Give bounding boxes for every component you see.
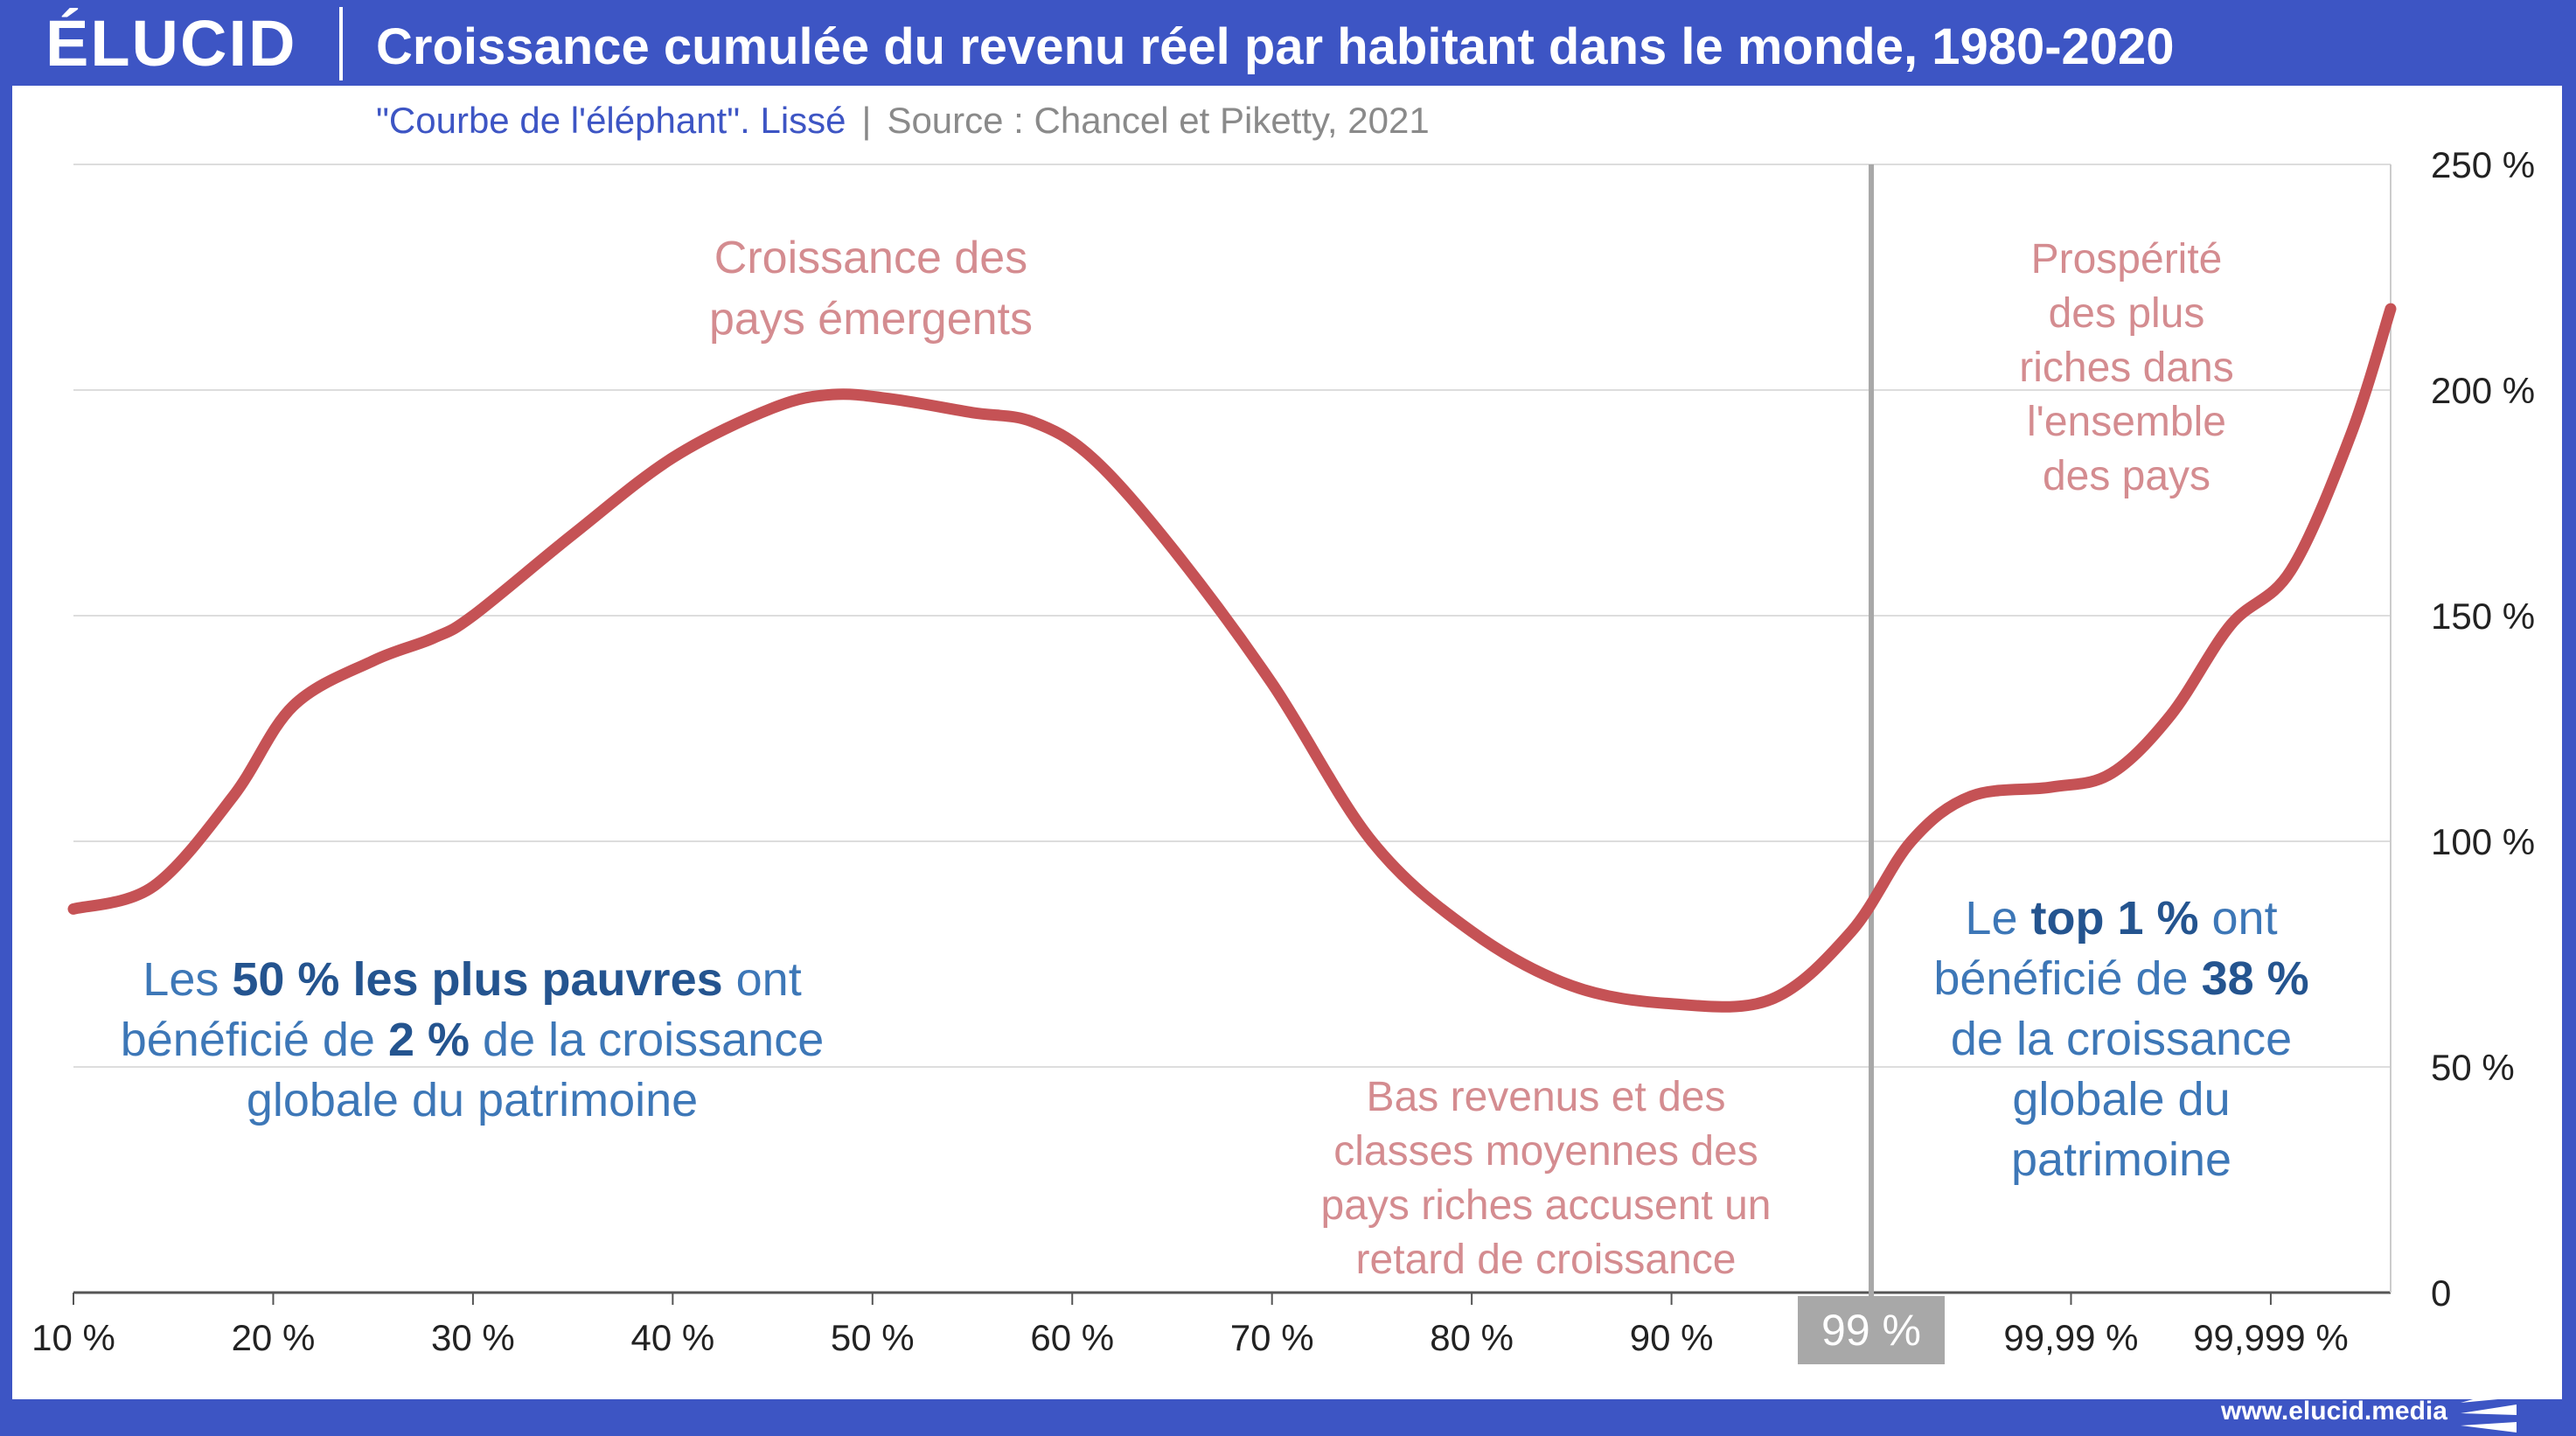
annotation-pauvres-line-2-b: 2 %: [388, 1014, 470, 1066]
subtitle-source: Source : Chancel et Piketty, 2021: [887, 100, 1430, 141]
subtitle-separator: |: [861, 100, 872, 141]
footer-url[interactable]: www.elucid.media: [2221, 1397, 2447, 1426]
annotation-layer: Croissance des pays émergents Prospérité de…: [121, 233, 2309, 1283]
annotation-bas-revenus-line-2: classes moyennes des: [1333, 1128, 1758, 1175]
annotation-emergents-line-2: pays émergents: [709, 294, 1033, 345]
x-tick-label-5: 60 %: [1030, 1317, 1114, 1358]
elucid-logo: ÉLUCID: [45, 7, 297, 80]
x-tick-label-3: 40 %: [630, 1317, 714, 1358]
annotation-bas-revenus-line-3: pays riches accusent un: [1321, 1182, 1772, 1229]
annotation-riches-line-3: riches dans: [2019, 345, 2233, 391]
annotation-riches-line-5: des pays: [2043, 453, 2210, 499]
annotation-pauvres-line-2: bénéficié de 2 % de la croissance: [121, 1014, 825, 1066]
annotation-pauvres-line-2-a: bénéficié de: [121, 1014, 388, 1066]
annotation-pauvres-line-1-b: 50 % les plus pauvres: [232, 953, 722, 1006]
annotation-pauvres-line-2-c: de la croissance: [470, 1014, 824, 1066]
x-tick-label-11: 99,999 %: [2193, 1317, 2348, 1358]
x-tick-label-0: 10 %: [31, 1317, 115, 1358]
annotation-riches-line-1: Prospérité: [2031, 236, 2223, 282]
annotation-pauvres-line-3: globale du patrimoine: [247, 1074, 698, 1126]
annotation-top-line-2: bénéficié de 38 %: [1933, 952, 2308, 1005]
subtitle-description: "Courbe de l'éléphant". Lissé: [376, 100, 846, 141]
x-tick-label-4: 50 %: [831, 1317, 915, 1358]
chart-panel: [12, 86, 2562, 1399]
x-tick-label-10: 99,99 %: [2003, 1317, 2138, 1358]
grid-layer: [73, 164, 2392, 1294]
x-tick-highlight-box: [1798, 1296, 1946, 1364]
chart-subtitle: "Courbe de l'éléphant". Lissé | Source : C…: [376, 94, 1430, 147]
x-tick-label-7: 80 %: [1430, 1317, 1514, 1358]
elucid-footer-icon: [2461, 1387, 2517, 1433]
annotation-bas-revenus-line-1: Bas revenus et des: [1367, 1074, 1726, 1120]
x-tick-label-2: 30 %: [431, 1317, 515, 1358]
annotation-pauvres-line-1: Les 50 % les plus pauvres ont: [143, 953, 801, 1006]
series-line-0: [67, 303, 2397, 1013]
series-layer: [67, 303, 2397, 1013]
y-tick-label-150: 150 %: [2431, 596, 2535, 637]
y-tick-label-250: 250 %: [2431, 144, 2535, 185]
annotation-top-line-1-b: top 1 %: [2030, 892, 2198, 945]
annotation-emergents-line-1: Croissance des: [714, 233, 1027, 283]
y-tick-label-0: 0: [2431, 1272, 2451, 1314]
y-tick-label-50: 50 %: [2431, 1047, 2515, 1088]
annotation-riches-line-2: des plus: [2049, 290, 2205, 337]
annotation-top-line-1: Le top 1 % ont: [1965, 892, 2277, 945]
annotation-top-line-4: globale du: [2012, 1073, 2230, 1126]
x-tick-label-8: 90 %: [1630, 1317, 1714, 1358]
y-tick-label-100: 100 %: [2431, 821, 2535, 862]
annotation-pauvres-line-1-c: ont: [723, 953, 802, 1006]
chart-title: Croissance cumulée du revenu réel par ha…: [376, 18, 2175, 75]
annotation-top-line-5: patrimoine: [2011, 1133, 2231, 1186]
annotation-top-line-1-a: Le: [1965, 892, 2030, 945]
y-tick-label-200: 200 %: [2431, 370, 2535, 411]
annotation-top-line-2-b: 38 %: [2202, 952, 2309, 1005]
annotation-top-line-2-a: bénéficié de: [1933, 952, 2201, 1005]
annotation-top-line-1-c: ont: [2199, 892, 2278, 945]
x-tick-label-highlight: 99 %: [1821, 1306, 1921, 1355]
annotation-top-line-3: de la croissance: [1951, 1013, 2292, 1065]
header-separator: [339, 7, 343, 80]
annotation-bas-revenus-line-4: retard de croissance: [1356, 1237, 1737, 1283]
annotation-riches-line-4: l'ensemble: [2027, 399, 2226, 445]
x-tick-label-1: 20 %: [232, 1317, 316, 1358]
header-bar: ÉLUCID Croissance cumulée du revenu réel…: [0, 0, 2576, 86]
axis-layer: 0 50 % 100 % 150 % 200 % 250 % 10 % 20 % 30 % 40 …: [31, 144, 2535, 1364]
x-tick-label-6: 70 %: [1230, 1317, 1314, 1358]
annotation-pauvres-line-1-a: Les: [143, 953, 232, 1006]
